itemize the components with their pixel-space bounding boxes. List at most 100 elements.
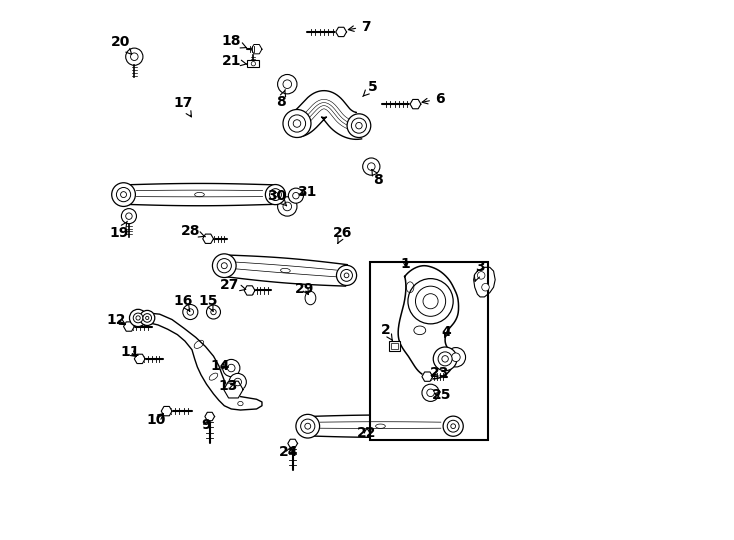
Polygon shape <box>251 44 262 54</box>
Text: 17: 17 <box>173 96 192 117</box>
Circle shape <box>206 305 220 319</box>
Circle shape <box>145 316 149 320</box>
Circle shape <box>344 273 349 278</box>
Circle shape <box>352 118 366 133</box>
Text: 28: 28 <box>181 224 206 238</box>
Polygon shape <box>422 372 433 381</box>
Polygon shape <box>473 267 495 297</box>
Circle shape <box>211 309 217 315</box>
Polygon shape <box>410 99 421 109</box>
Polygon shape <box>295 91 362 139</box>
Circle shape <box>183 305 198 320</box>
Polygon shape <box>205 413 214 421</box>
Circle shape <box>293 120 301 127</box>
Text: 11: 11 <box>120 345 139 359</box>
Circle shape <box>143 314 151 322</box>
Circle shape <box>234 378 241 386</box>
Text: 21: 21 <box>222 54 247 68</box>
Circle shape <box>129 309 147 327</box>
Text: 8: 8 <box>371 170 382 186</box>
Circle shape <box>288 188 303 203</box>
Circle shape <box>126 213 132 219</box>
Text: 5: 5 <box>363 80 377 97</box>
Circle shape <box>415 286 446 316</box>
Circle shape <box>446 348 465 367</box>
Polygon shape <box>244 286 255 295</box>
Circle shape <box>187 309 194 315</box>
Circle shape <box>222 263 228 269</box>
Circle shape <box>363 158 380 175</box>
Circle shape <box>283 202 291 211</box>
Circle shape <box>277 75 297 94</box>
Text: 15: 15 <box>198 294 218 311</box>
Circle shape <box>301 419 315 433</box>
Text: 1: 1 <box>401 256 410 271</box>
Circle shape <box>134 313 143 323</box>
Text: 25: 25 <box>432 388 451 402</box>
Text: 19: 19 <box>109 221 129 240</box>
Text: 13: 13 <box>218 379 238 393</box>
Circle shape <box>293 192 299 199</box>
Circle shape <box>426 389 435 396</box>
Circle shape <box>288 115 305 132</box>
Text: 27: 27 <box>220 278 246 292</box>
Circle shape <box>112 183 135 206</box>
Text: 8: 8 <box>276 90 286 109</box>
Circle shape <box>228 364 235 372</box>
Circle shape <box>121 208 137 224</box>
Text: 2: 2 <box>381 323 393 340</box>
Polygon shape <box>123 322 134 331</box>
Text: 14: 14 <box>211 359 230 373</box>
Polygon shape <box>308 415 453 437</box>
Polygon shape <box>224 381 243 398</box>
Polygon shape <box>203 234 214 244</box>
Text: 9: 9 <box>202 418 211 432</box>
Circle shape <box>451 424 456 429</box>
Text: 23: 23 <box>430 367 449 380</box>
Text: 22: 22 <box>357 426 377 440</box>
Circle shape <box>356 123 362 129</box>
Circle shape <box>336 265 357 286</box>
Circle shape <box>283 110 311 138</box>
Text: 12: 12 <box>106 313 126 327</box>
Circle shape <box>451 353 460 362</box>
Circle shape <box>117 187 131 202</box>
Polygon shape <box>288 439 297 448</box>
Text: 10: 10 <box>146 413 166 427</box>
Text: 4: 4 <box>442 325 451 339</box>
Circle shape <box>283 80 291 89</box>
Polygon shape <box>134 313 262 410</box>
Polygon shape <box>223 255 347 286</box>
Circle shape <box>305 423 310 429</box>
Text: 26: 26 <box>333 226 352 244</box>
Circle shape <box>422 384 439 401</box>
Circle shape <box>482 284 490 291</box>
Circle shape <box>269 188 281 200</box>
Text: 31: 31 <box>297 185 316 199</box>
Circle shape <box>423 294 438 309</box>
Text: 20: 20 <box>111 35 131 55</box>
Text: 7: 7 <box>349 19 371 33</box>
Circle shape <box>442 356 448 362</box>
Circle shape <box>273 192 277 197</box>
Circle shape <box>443 416 463 436</box>
Circle shape <box>447 420 459 432</box>
Text: 3: 3 <box>474 260 485 281</box>
Polygon shape <box>123 184 275 206</box>
Circle shape <box>408 279 453 324</box>
Polygon shape <box>398 266 459 379</box>
Circle shape <box>368 163 375 170</box>
Polygon shape <box>335 27 346 37</box>
Polygon shape <box>161 407 172 416</box>
Circle shape <box>139 310 155 326</box>
Polygon shape <box>134 354 145 363</box>
Text: 16: 16 <box>173 294 192 311</box>
Bar <box>247 60 259 68</box>
Circle shape <box>433 347 457 371</box>
Ellipse shape <box>305 291 316 305</box>
Circle shape <box>438 352 452 366</box>
Bar <box>388 341 400 351</box>
Text: 29: 29 <box>295 282 315 296</box>
Text: 18: 18 <box>222 34 247 48</box>
Circle shape <box>217 259 231 273</box>
